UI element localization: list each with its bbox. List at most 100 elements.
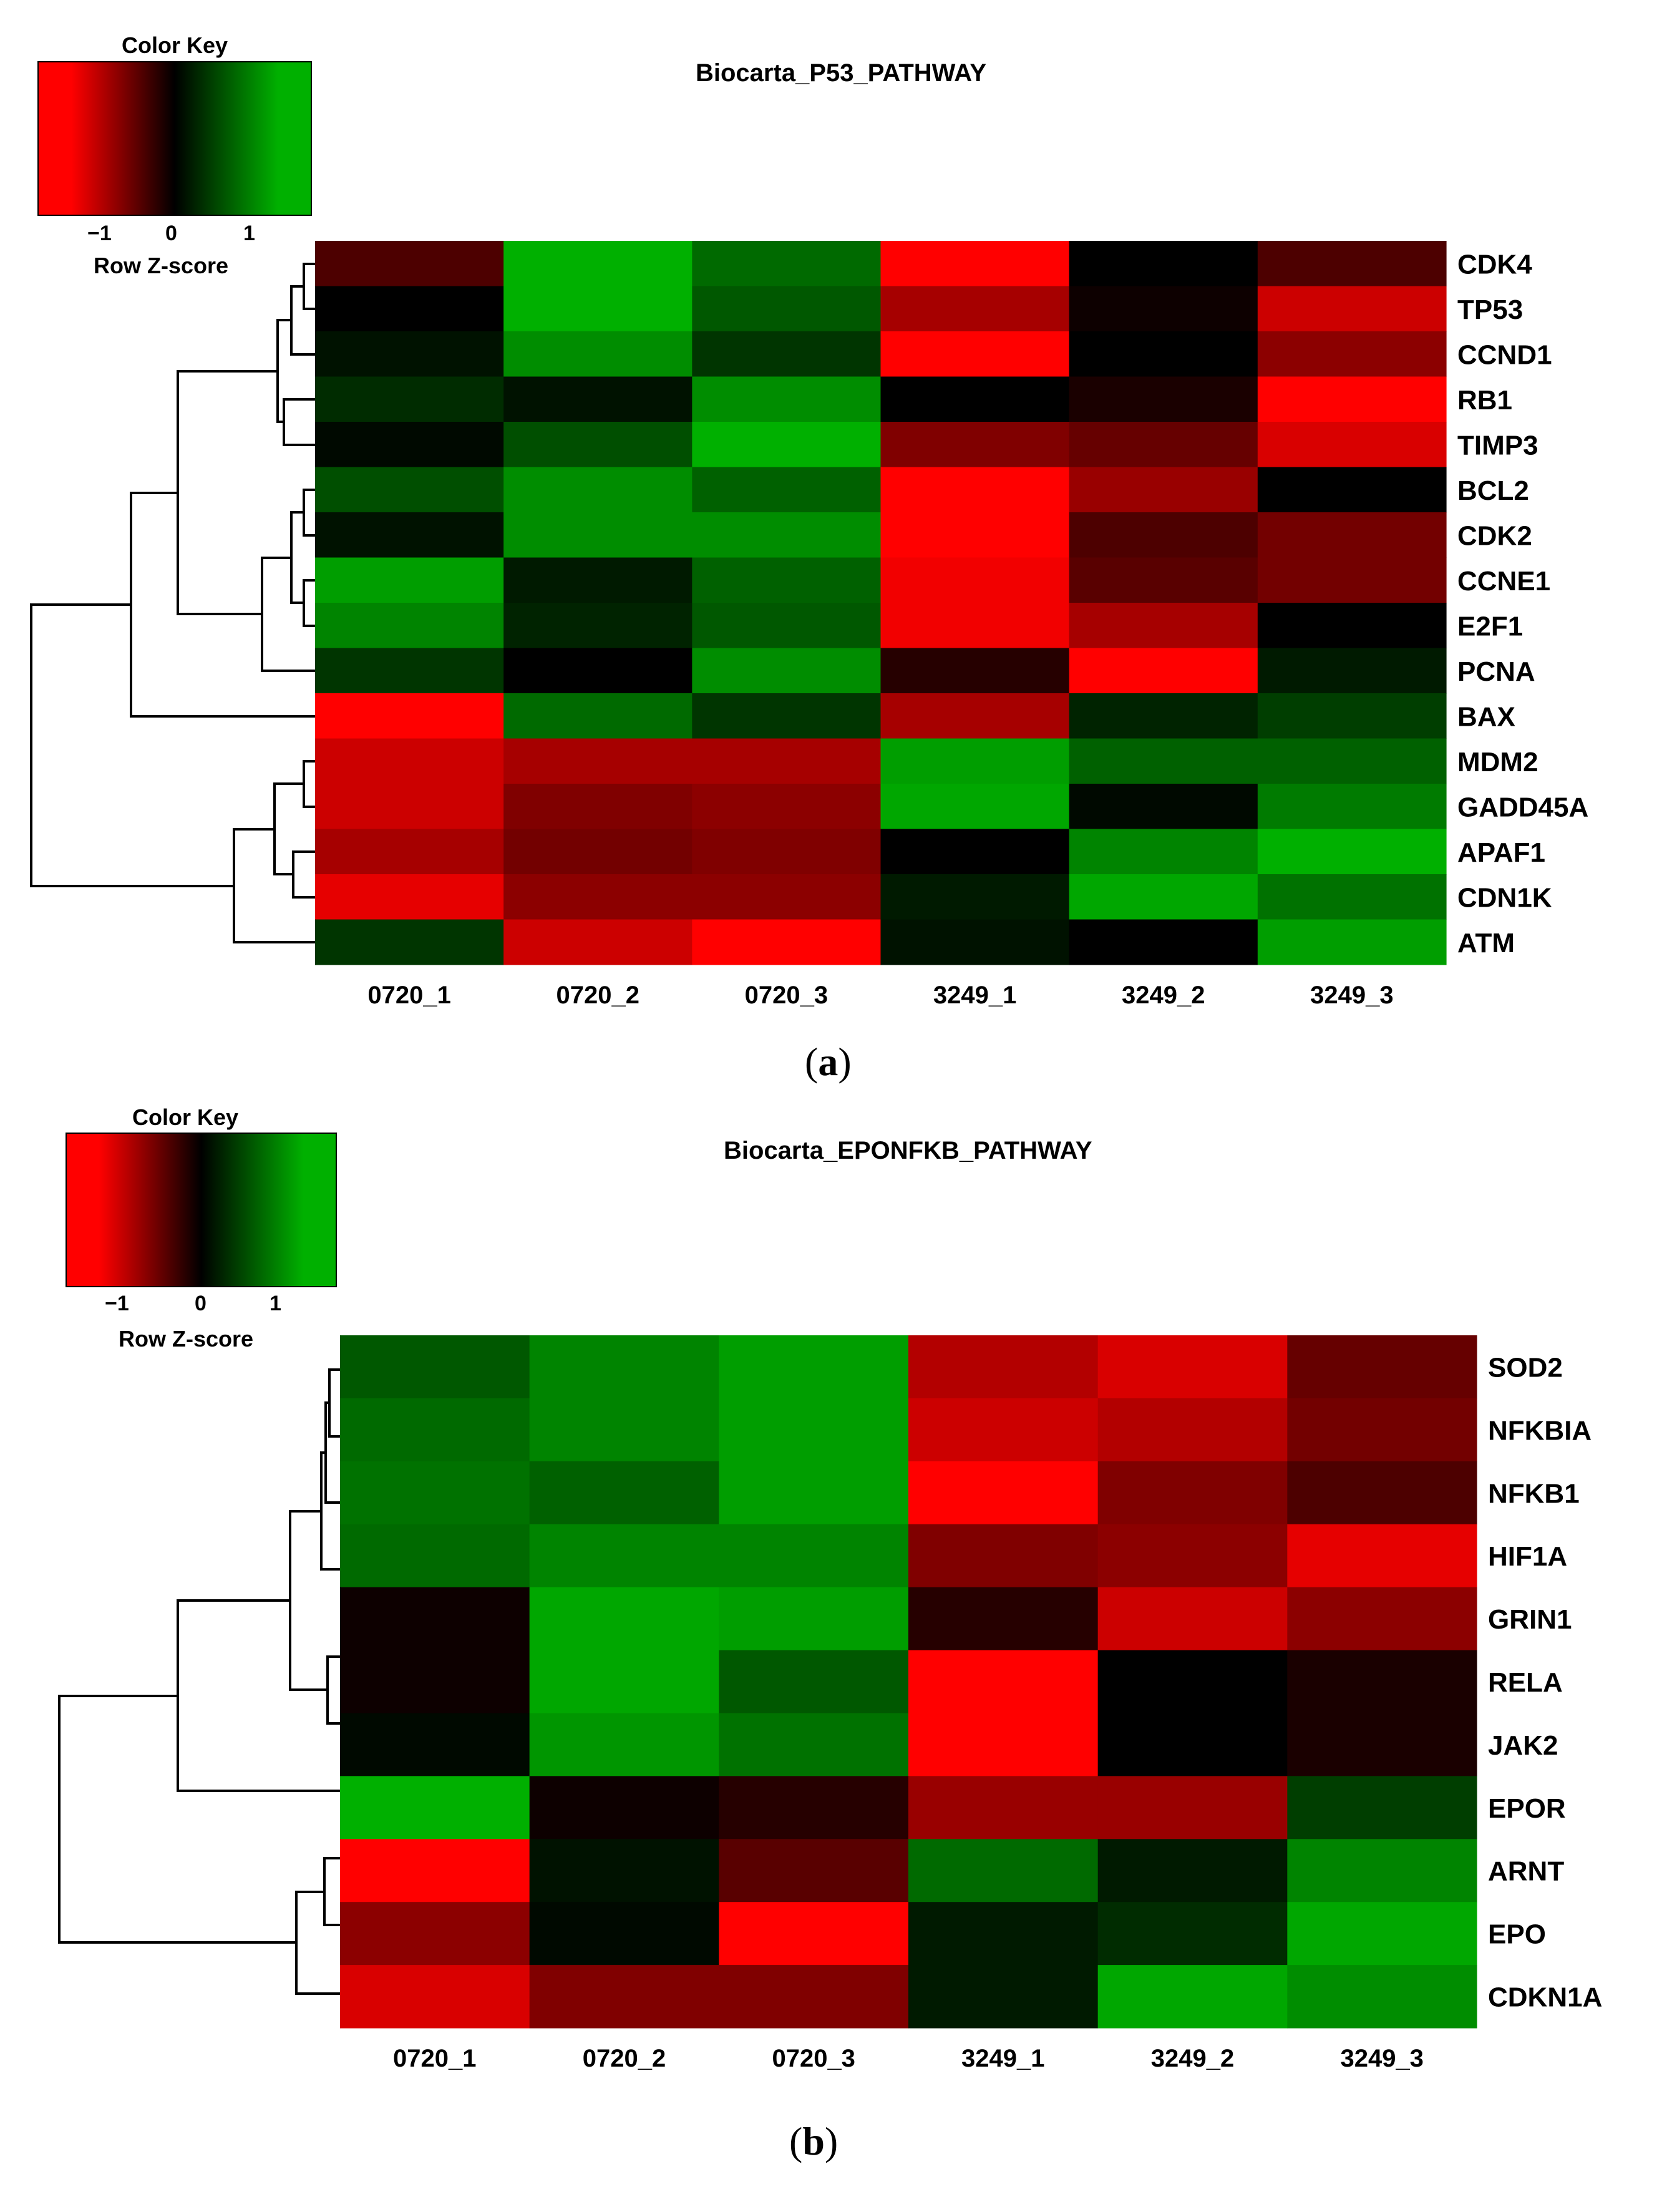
heatmap-cell — [1097, 1776, 1288, 1839]
heatmap-cell — [529, 1398, 719, 1462]
heatmap-cell — [1097, 1524, 1288, 1588]
heatmap-cell — [1257, 829, 1447, 875]
heatmap-cell — [1069, 376, 1258, 422]
heatmap-cell — [340, 1587, 530, 1651]
panel-a: Color Key −1 0 1 Row Z-score Biocarta_P5… — [0, 0, 1662, 1098]
row-label: CDN1K — [1457, 882, 1552, 913]
heatmap-cell — [1097, 1713, 1288, 1776]
heatmap-cell — [692, 241, 882, 287]
heatmap-cell — [315, 738, 504, 784]
heatmap-cell — [1287, 1587, 1477, 1651]
chart-title: Biocarta_P53_PATHWAY — [696, 59, 987, 87]
color-key-tick-neg1: −1 — [87, 222, 112, 245]
heatmap-cell — [719, 1650, 909, 1714]
heatmap-cell — [719, 1524, 909, 1588]
row-label: GRIN1 — [1488, 1604, 1572, 1635]
heatmap-cell — [719, 1398, 909, 1462]
heatmap-cell — [908, 1650, 1099, 1714]
heatmap-cell — [1069, 512, 1258, 558]
row-label: HIF1A — [1488, 1541, 1567, 1572]
heatmap-cell — [719, 1902, 909, 1966]
heatmap-cell — [1287, 1461, 1477, 1525]
heatmap-cell — [880, 738, 1070, 784]
heatmap-cell — [315, 919, 504, 965]
heatmap-cell — [1257, 331, 1447, 378]
heatmap-cell — [1097, 1398, 1288, 1462]
heatmap-cell — [315, 241, 504, 287]
row-label: BCL2 — [1457, 475, 1529, 506]
heatmap-cell — [692, 331, 882, 378]
heatmap-cell — [1097, 1902, 1288, 1966]
heatmap-cell — [315, 331, 504, 378]
heatmap-cell — [315, 603, 504, 649]
panel-b: Color Key −1 0 1 Row Z-score Biocarta_EP… — [0, 1098, 1662, 2212]
heatmap-cell — [692, 648, 882, 694]
heatmap-cell — [880, 376, 1070, 422]
row-dendrogram — [58, 1368, 340, 1995]
heatmap-cell — [1287, 1398, 1477, 1462]
heatmap-cell — [1257, 376, 1447, 422]
heatmap-cell — [880, 331, 1070, 378]
heatmap-cell — [503, 241, 692, 287]
heatmap-cell — [880, 784, 1070, 830]
heatmap-cell — [315, 874, 504, 920]
heatmap-cell — [1069, 241, 1258, 287]
heatmap: SOD2 NFKBIA NFKB1 HIF1A GRIN1 RELA JAK2 EPOR ARN… — [58, 1335, 1602, 2072]
row-label: RB1 — [1457, 385, 1512, 416]
heatmap-cell — [1287, 1335, 1477, 1399]
heatmap-cell — [315, 467, 504, 513]
heatmap-cell — [503, 648, 692, 694]
heatmap-cell — [692, 919, 882, 965]
heatmap-cell — [1097, 1587, 1288, 1651]
heatmap-cell — [908, 1398, 1099, 1462]
heatmap-cell — [880, 286, 1070, 332]
panel-letter: b — [802, 2119, 825, 2163]
row-label: CDK2 — [1457, 520, 1532, 551]
heatmap-cell — [1257, 784, 1447, 830]
row-label: E2F1 — [1457, 611, 1523, 641]
heatmap-cell — [1257, 557, 1447, 603]
heatmap-cell — [1257, 693, 1447, 739]
heatmap-cell — [315, 829, 504, 875]
heatmap-cell — [1069, 557, 1258, 603]
heatmap-cell — [1287, 1902, 1477, 1966]
heatmap-cell — [503, 286, 692, 332]
row-label: APAF1 — [1457, 837, 1545, 868]
heatmap-cell — [1257, 648, 1447, 694]
column-label: 0720_1 — [393, 2045, 476, 2072]
row-label: NFKBIA — [1488, 1415, 1592, 1446]
heatmap-cell — [529, 1713, 719, 1776]
heatmap-cell — [880, 512, 1070, 558]
heatmap-cell — [1287, 1839, 1477, 1903]
heatmap-cell — [503, 784, 692, 830]
row-label: GADD45A — [1457, 792, 1588, 822]
heatmap-cell — [692, 603, 882, 649]
heatmap-cell — [315, 557, 504, 603]
row-label: TIMP3 — [1457, 430, 1538, 460]
heatmap-cell — [1257, 467, 1447, 513]
color-key-tick-neg1: −1 — [105, 1292, 129, 1315]
row-label: MDM2 — [1457, 747, 1538, 777]
color-key-tick-1: 1 — [243, 222, 255, 245]
column-label: 0720_2 — [556, 982, 639, 1009]
row-label: TP53 — [1457, 295, 1523, 325]
heatmap-cell — [719, 1461, 909, 1525]
heatmap-cell — [315, 286, 504, 332]
row-label: RELA — [1488, 1667, 1563, 1698]
heatmap-cell — [1097, 1839, 1288, 1903]
heatmap-cell — [908, 1587, 1099, 1651]
heatmap-cell — [1287, 1713, 1477, 1776]
heatmap-cell — [880, 603, 1070, 649]
heatmap-cell — [503, 693, 692, 739]
heatmap-cell — [503, 557, 692, 603]
heatmap-cell — [1069, 648, 1258, 694]
column-label: 0720_3 — [772, 2045, 855, 2072]
heatmap-cell — [529, 1650, 719, 1714]
heatmap-cell — [1257, 874, 1447, 920]
heatmap-cell — [340, 1398, 530, 1462]
heatmap-cell — [1097, 1650, 1288, 1714]
column-label: 3249_3 — [1340, 2045, 1423, 2072]
heatmap-cell — [503, 376, 692, 422]
heatmap-cell — [1257, 241, 1447, 287]
color-key-gradient — [66, 1133, 337, 1287]
